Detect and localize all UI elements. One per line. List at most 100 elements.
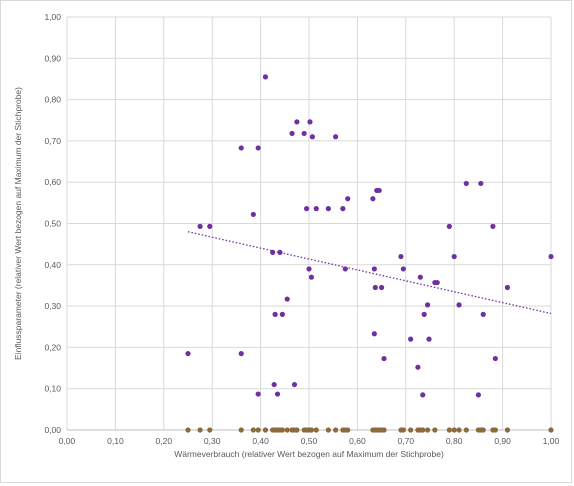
data-point-purple: [420, 392, 426, 398]
data-point-purple: [238, 145, 244, 151]
data-point-brown: [197, 427, 203, 433]
y-tick-label: 0,70: [44, 136, 61, 146]
data-point-brown: [456, 427, 462, 433]
data-point-brown: [432, 427, 438, 433]
data-point-brown: [333, 427, 339, 433]
data-point-purple: [434, 279, 440, 286]
x-tick-label: 0,00: [59, 436, 76, 446]
data-point-purple: [255, 391, 261, 397]
data-point-purple: [370, 196, 376, 202]
data-point-purple: [197, 223, 203, 229]
data-point-purple: [262, 74, 269, 80]
data-point-brown: [451, 427, 457, 433]
y-tick-label: 0,80: [44, 95, 61, 105]
x-tick-label: 0,40: [252, 436, 269, 446]
data-point-brown: [420, 427, 426, 433]
x-tick-label: 0,80: [446, 436, 463, 446]
data-point-brown: [308, 427, 315, 433]
data-point-purple: [446, 223, 452, 229]
data-point-brown: [504, 427, 511, 433]
data-point-brown: [492, 427, 498, 433]
x-axis-title: Wärmeverbrauch (relativer Wert bezogen a…: [174, 449, 444, 459]
data-points: [185, 74, 554, 433]
data-point-purple: [424, 302, 431, 308]
x-tick-labels: 0,00 0,10 0,20 0,30 0,40 0,50 0,60 0,70 0,80 0,90…: [59, 436, 560, 446]
x-tick-label: 0,20: [156, 436, 173, 446]
y-tick-label: 0,30: [44, 301, 61, 311]
data-point-purple: [250, 211, 256, 218]
trendline: [187, 231, 552, 315]
data-point-purple: [456, 302, 462, 308]
data-point-purple: [376, 187, 382, 194]
data-point-purple: [333, 134, 339, 140]
data-point-purple: [451, 253, 457, 260]
data-point-purple: [270, 249, 276, 256]
y-tick-label: 0,40: [44, 260, 61, 270]
trendline-group: [187, 231, 552, 315]
data-point-purple: [309, 134, 315, 140]
x-tick-label: 0,30: [204, 436, 221, 446]
data-point-purple: [381, 355, 387, 362]
data-point-brown: [400, 427, 406, 433]
data-point-brown: [207, 427, 213, 433]
data-point-purple: [294, 119, 300, 125]
data-point-purple: [185, 350, 191, 357]
gridlines: [66, 16, 552, 431]
data-point-purple: [308, 274, 315, 280]
data-point-purple: [492, 355, 498, 362]
data-point-purple: [371, 266, 377, 272]
data-point-brown: [345, 427, 351, 433]
data-point-brown: [463, 427, 469, 433]
x-tick-label: 0,50: [301, 436, 318, 446]
y-tick-label: 1,00: [44, 12, 61, 22]
data-point-brown: [262, 427, 269, 433]
y-tick-label: 0,10: [44, 384, 61, 394]
data-point-purple: [301, 130, 307, 137]
y-tick-label: 0,20: [44, 342, 61, 352]
data-point-brown: [185, 427, 191, 433]
data-point-purple: [475, 392, 481, 398]
data-point-brown: [325, 427, 331, 433]
data-point-brown: [424, 427, 431, 433]
y-axis-title: Einflussparameter (relativer Wert bezoge…: [13, 87, 23, 360]
data-point-purple: [207, 223, 213, 229]
data-point-purple: [371, 331, 377, 337]
data-point-purple: [342, 266, 348, 272]
data-point-purple: [291, 381, 298, 388]
data-point-brown: [294, 427, 300, 433]
data-point-brown: [446, 427, 452, 433]
x-tick-label: 0,60: [349, 436, 366, 446]
data-point-brown: [381, 427, 387, 433]
data-point-purple: [548, 253, 554, 260]
data-point-brown: [480, 427, 486, 433]
x-tick-label: 0,10: [107, 436, 124, 446]
data-point-purple: [345, 196, 351, 202]
data-point-purple: [490, 223, 496, 229]
data-point-purple: [504, 284, 511, 291]
data-point-purple: [271, 381, 277, 388]
x-tick-label: 1,00: [543, 436, 560, 446]
y-tick-labels: 0,00 0,10 0,20 0,30 0,40 0,50 0,60 0,70 0,80 0,90…: [44, 12, 61, 435]
data-point-purple: [307, 119, 313, 125]
data-point-purple: [372, 284, 378, 291]
data-point-purple: [408, 336, 414, 342]
y-tick-label: 0,60: [44, 177, 61, 187]
x-tick-label: 0,90: [494, 436, 511, 446]
data-point-purple: [398, 253, 404, 260]
data-point-purple: [478, 180, 484, 187]
data-point-brown: [408, 427, 414, 433]
data-point-purple: [340, 206, 346, 212]
data-point-brown: [284, 427, 290, 433]
data-point-purple: [400, 266, 406, 272]
y-tick-label: 0,00: [44, 425, 61, 435]
data-point-purple: [255, 145, 261, 151]
data-point-purple: [417, 274, 423, 280]
data-point-brown: [238, 427, 244, 433]
data-point-purple: [238, 350, 244, 357]
data-point-brown: [250, 427, 256, 433]
data-point-purple: [272, 311, 278, 317]
data-point-purple: [379, 284, 385, 291]
data-point-purple: [313, 206, 319, 212]
